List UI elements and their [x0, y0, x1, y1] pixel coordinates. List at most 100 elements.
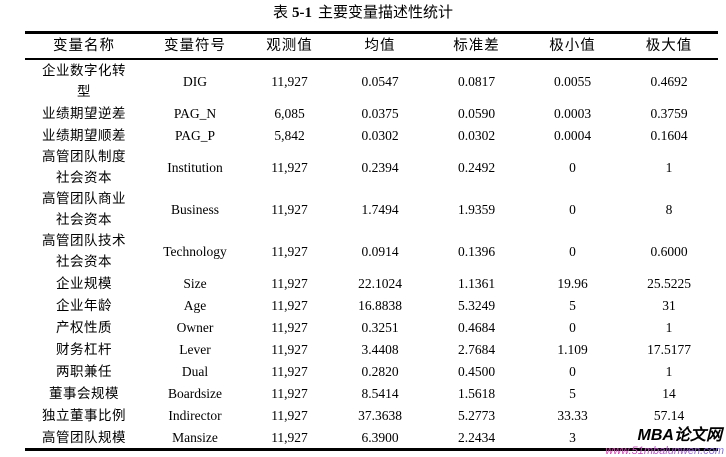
cell-mean: 6.3900: [361, 429, 399, 445]
cell-min: 3: [569, 429, 576, 445]
cell-symbol: Size: [183, 275, 207, 291]
cell-max: 0.4692: [650, 73, 688, 89]
cell-sd: 1.9359: [457, 201, 496, 217]
cell-max: 0.6000: [650, 243, 688, 259]
cell-name: 两职兼任: [56, 363, 112, 379]
cell-max: 25.5225: [647, 275, 691, 291]
cell-sd: 1.5618: [457, 385, 496, 401]
cell-max: 1: [665, 363, 673, 379]
cell-name: 产权性质: [56, 319, 112, 335]
cell-max: 1: [665, 159, 673, 175]
cell-max: 17.5177: [647, 341, 691, 357]
table-row: 企业年龄 Age 11,927 16.8838 5.3249 5 31: [25, 294, 718, 316]
cell-min: 0: [569, 243, 576, 259]
cell-name: 企业数字化转 型: [42, 63, 126, 99]
cell-max: 0.1604: [650, 127, 688, 143]
table-row: 产权性质 Owner 11,927 0.3251 0.4684 0 1: [25, 316, 718, 338]
cell-min: 0.0055: [553, 73, 592, 89]
cell-symbol: Institution: [167, 159, 223, 175]
cell-min: 19.96: [557, 275, 588, 291]
table-title-prefix: 表: [272, 5, 288, 21]
table-row: 企业规模 Size 11,927 22.1024 1.1361 19.96 25.5225: [25, 272, 718, 294]
cell-mean: 3.4408: [361, 341, 399, 357]
table-row: 业绩期望逆差 PAG_N 6,085 0.0375 0.0590 0.0003 0.3759: [25, 102, 718, 124]
cell-symbol: Business: [170, 201, 219, 217]
cell-sd: 0.0302: [457, 127, 496, 143]
cell-name: 独立董事比例: [42, 407, 126, 423]
column-header-max: 极大值: [645, 38, 693, 54]
cell-obs: 11,927: [271, 73, 308, 89]
cell-name: 业绩期望逆差: [42, 105, 126, 121]
table-title: 表 5-1 主要变量描述性统计: [0, 3, 726, 23]
cell-symbol: PAG_P: [174, 127, 216, 143]
cell-max: 57.14: [653, 407, 685, 423]
cell-obs: 11,927: [271, 319, 308, 335]
cell-obs: 11,927: [271, 363, 308, 379]
cell-obs: 11,927: [271, 341, 308, 357]
cell-name: 高管团队制度 社会资本: [42, 149, 126, 185]
cell-obs: 11,927: [271, 201, 308, 217]
table-title-number: 5-1: [292, 5, 312, 21]
cell-min: 0: [569, 363, 576, 379]
cell-mean: 0.0547: [361, 73, 399, 89]
table-header: 变量名称 变量符号 观测值 均值 标准差 极小值 极大值: [25, 33, 718, 59]
cell-name: 企业规模: [56, 275, 112, 291]
cell-obs: 11,927: [271, 243, 308, 259]
cell-obs: 11,927: [271, 159, 308, 175]
cell-symbol: Boardsize: [168, 385, 222, 401]
cell-name: 高管团队规模: [42, 429, 126, 445]
cell-name: 董事会规模: [49, 385, 119, 401]
column-header-min: 极小值: [549, 38, 596, 54]
cell-max: 0.3759: [650, 105, 688, 121]
table-header-row: 变量名称 变量符号 观测值 均值 标准差 极小值 极大值: [25, 33, 718, 59]
table-row: 业绩期望顺差 PAG_P 5,842 0.0302 0.0302 0.0004 0.1604: [25, 124, 718, 146]
table-row: 高管团队商业 社会资本 Business 11,927 1.7494 1.9359 0 8: [25, 188, 718, 230]
table-row: 高管团队制度 社会资本 Institution 11,927 0.2394 0.2492…: [25, 146, 718, 188]
cell-obs: 11,927: [271, 297, 308, 313]
table-row: 企业数字化转 型 DIG 11,927 0.0547 0.0817 0.0055 0.469…: [25, 59, 718, 102]
cell-max: 1: [665, 319, 673, 335]
cell-min: 0.0004: [553, 127, 592, 143]
cell-mean: 1.7494: [361, 201, 399, 217]
table-row: 独立董事比例 Indirector 11,927 37.3638 5.2773 33.33…: [25, 404, 718, 426]
cell-mean: 37.3638: [358, 407, 402, 423]
cell-sd: 5.2773: [457, 407, 496, 423]
cell-mean: 16.8838: [358, 297, 402, 313]
cell-min: 1.109: [557, 341, 588, 357]
cell-symbol: Age: [183, 297, 207, 313]
cell-obs: 5,842: [274, 127, 305, 143]
column-header-mean: 均值: [364, 38, 396, 54]
table-row: 高管团队技术 社会资本 Technology 11,927 0.0914 0.1396 0…: [25, 230, 718, 272]
cell-max: 14: [662, 385, 676, 401]
table-title-text: 主要变量描述性统计: [318, 5, 454, 21]
cell-obs: 11,927: [271, 275, 308, 291]
cell-sd: 0.0817: [457, 73, 496, 89]
cell-sd: 0.4500: [457, 363, 496, 379]
cell-mean: 0.0302: [361, 127, 399, 143]
cell-obs: 11,927: [271, 407, 308, 423]
cell-mean: 0.0375: [361, 105, 399, 121]
cell-min: 0: [569, 201, 576, 217]
cell-symbol: DIG: [183, 73, 207, 89]
cell-symbol: Indirector: [168, 407, 222, 423]
cell-symbol: Lever: [179, 341, 211, 357]
cell-symbol: Technology: [163, 243, 227, 259]
cell-min: 0: [569, 159, 576, 175]
cell-symbol: PAG_N: [173, 105, 217, 121]
cell-obs: 11,927: [271, 429, 308, 445]
cell-sd: 0.4684: [457, 319, 496, 335]
column-header-symbol: 变量符号: [164, 38, 226, 54]
column-header-name: 变量名称: [53, 38, 115, 54]
cell-min: 33.33: [557, 407, 588, 423]
cell-min: 0: [569, 319, 576, 335]
cell-mean: 8.5414: [361, 385, 399, 401]
cell-symbol: Dual: [181, 363, 209, 379]
table-body: 企业数字化转 型 DIG 11,927 0.0547 0.0817 0.0055 0.469…: [25, 59, 718, 450]
cell-symbol: Owner: [176, 319, 214, 335]
cell-max: 31: [662, 297, 676, 313]
cell-mean: 0.2394: [361, 159, 399, 175]
cell-name: 高管团队技术 社会资本: [42, 233, 126, 269]
table-row: 财务杠杆 Lever 11,927 3.4408 2.7684 1.109 17.5177: [25, 338, 718, 360]
cell-sd: 0.1396: [457, 243, 496, 259]
